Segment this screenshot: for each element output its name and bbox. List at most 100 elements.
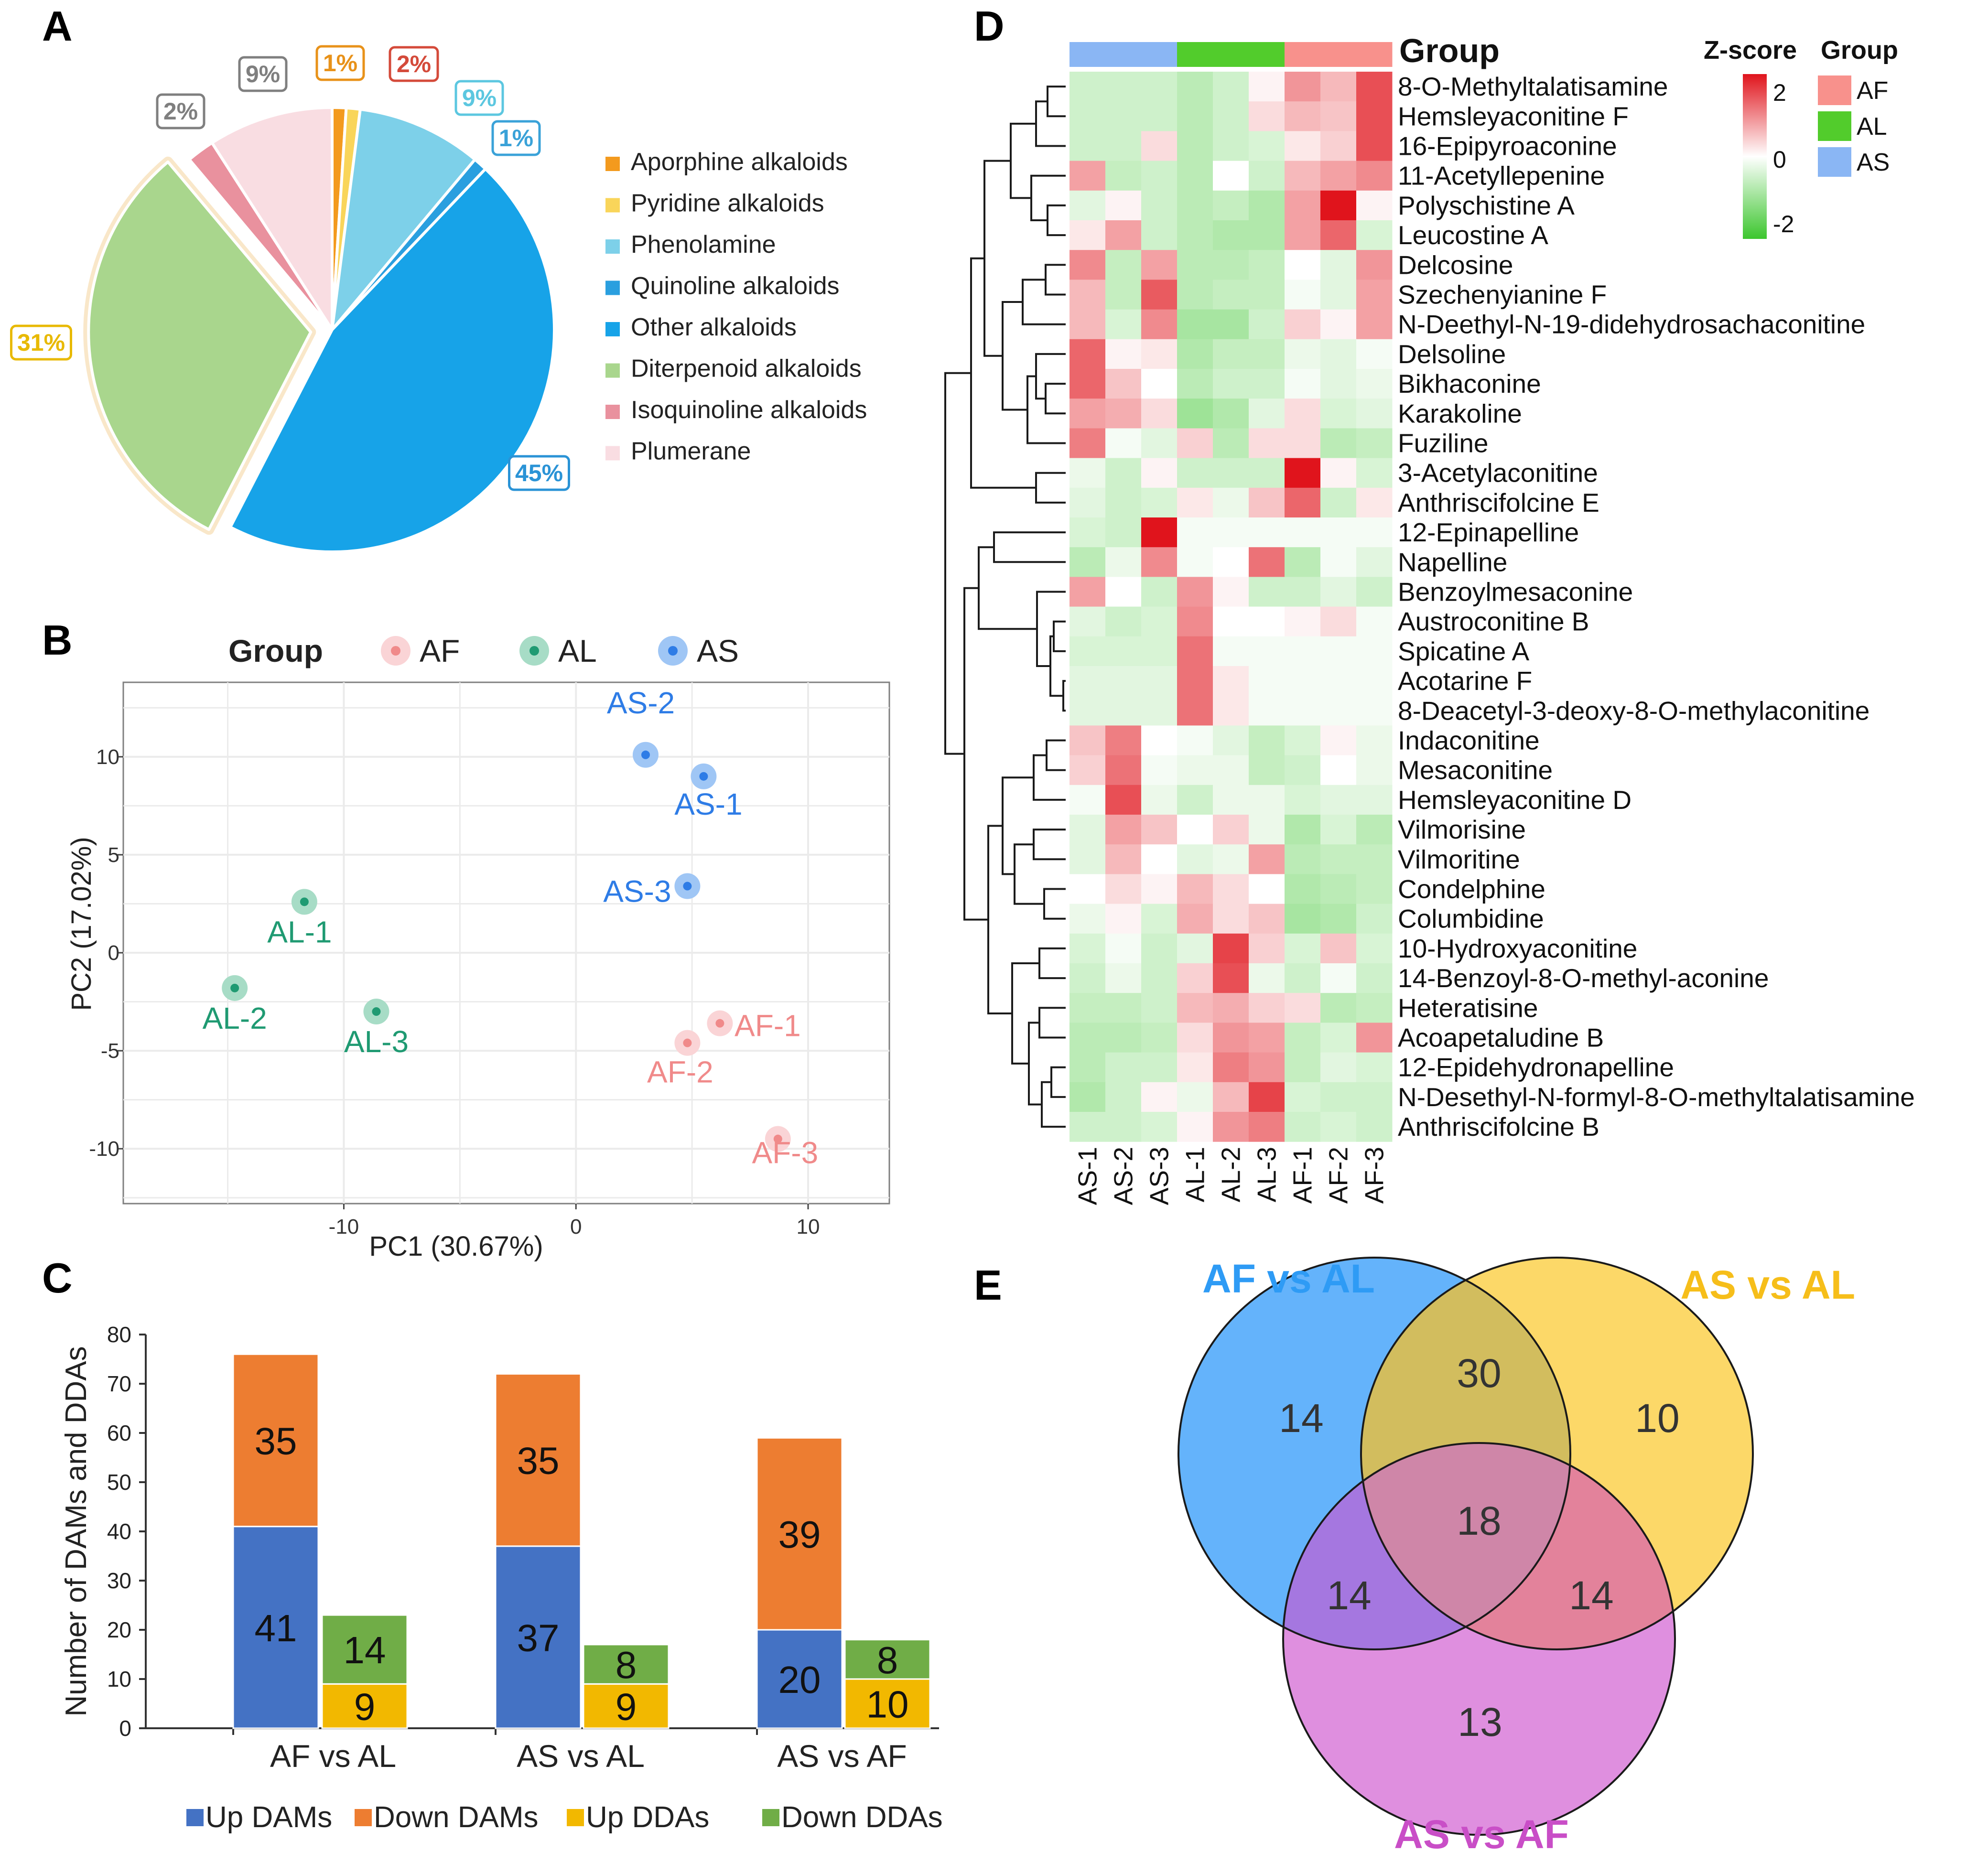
bar-value-label: 9 xyxy=(354,1686,376,1728)
heatmap-cell xyxy=(1249,725,1285,756)
pie-label-isoquinoline-alkaloids: 2% xyxy=(163,98,198,125)
bar-value-label: 35 xyxy=(517,1440,560,1482)
heatmap-cell xyxy=(1285,280,1321,310)
bar-legend-swatch xyxy=(355,1809,372,1826)
heatmap-cell xyxy=(1213,339,1249,369)
bar-legend-swatch xyxy=(762,1809,779,1826)
heatmap-cell xyxy=(1105,963,1142,993)
heatmap-cell xyxy=(1320,785,1357,815)
heatmap-row-label: Karakoline xyxy=(1398,398,1522,428)
heatmap-row-label: Szechenyianine F xyxy=(1398,280,1607,310)
heatmap-cell xyxy=(1356,874,1393,904)
heatmap-cell xyxy=(1177,725,1213,756)
heatmap-cell xyxy=(1070,250,1106,280)
heatmap-cell xyxy=(1070,874,1106,904)
heatmap-cell xyxy=(1249,250,1285,280)
heatmap-cell xyxy=(1177,487,1213,518)
pie-legend-pyridine-alkaloids: Pyridine alkaloids xyxy=(631,190,824,217)
heatmap-annotation-as xyxy=(1141,42,1178,67)
heatmap-cell xyxy=(1105,250,1142,280)
heatmap-cell xyxy=(1356,1112,1393,1142)
heatmap-column-label: AS-2 xyxy=(1109,1147,1138,1205)
dendrogram-branch xyxy=(1062,680,1066,712)
heatmap-cell xyxy=(1177,1082,1213,1112)
dendrogram-branch xyxy=(1014,843,1044,905)
heatmap-annotation-af xyxy=(1285,42,1321,67)
heatmap-cell xyxy=(1070,398,1106,429)
heatmap-cell xyxy=(1105,517,1142,548)
heatmap-cell xyxy=(1249,161,1285,191)
heatmap-cell xyxy=(1285,1082,1321,1112)
heatmap-cell xyxy=(1070,844,1106,874)
pie-legend-aporphine-alkaloids: Aporphine alkaloids xyxy=(631,148,848,176)
heatmap-cell xyxy=(1285,220,1321,250)
heatmap-cell xyxy=(1177,815,1213,845)
heatmap-cell xyxy=(1141,577,1178,607)
heatmap-cell xyxy=(1285,1112,1321,1142)
heatmap-cell xyxy=(1213,280,1249,310)
pie-legend-swatch xyxy=(605,405,620,419)
heatmap-row-label: Delsoline xyxy=(1398,339,1506,369)
heatmap-cell xyxy=(1141,250,1178,280)
pie-label-extra: 2% xyxy=(397,51,431,77)
heatmap-row-label: Heteratisine xyxy=(1398,993,1538,1023)
heatmap-cell xyxy=(1356,161,1393,191)
heatmap-cell xyxy=(1070,1023,1106,1053)
pie-labels: 1%9%1%45%31%2%9% 2% xyxy=(10,45,570,491)
dendrogram-branch xyxy=(987,825,1012,1014)
dendrogram-branch xyxy=(1038,947,1066,980)
bar-value-label: 8 xyxy=(616,1644,637,1686)
heatmap-cell xyxy=(1285,785,1321,815)
heatmap-cell xyxy=(1105,606,1142,637)
heatmap-cell xyxy=(1285,369,1321,399)
heatmap-cell xyxy=(1249,844,1285,874)
heatmap-cell xyxy=(1177,577,1213,607)
heatmap-cell xyxy=(1320,517,1357,548)
pca-point-label: AL-3 xyxy=(344,1024,409,1059)
pie-label-box xyxy=(508,455,570,491)
heatmap-cell xyxy=(1177,131,1213,162)
heatmap-column-label: AF-1 xyxy=(1288,1147,1318,1204)
heatmap-cell xyxy=(1285,666,1321,696)
heatmap-legends: Z-score 2 0 -2 Group AF AL AS xyxy=(1704,36,1898,239)
pie-label-box xyxy=(454,80,504,116)
heatmap-cell xyxy=(1213,933,1249,964)
heatmap-cell xyxy=(1320,72,1357,102)
heatmap-cell xyxy=(1141,280,1178,310)
heatmap-cell xyxy=(1105,577,1142,607)
pie-label-diterpenoid-alkaloids: 31% xyxy=(17,329,65,356)
heatmap-cell xyxy=(1213,904,1249,934)
heatmap-cell xyxy=(1141,220,1178,250)
heatmap-cell xyxy=(1249,369,1285,399)
heatmap-cell xyxy=(1070,963,1106,993)
heatmap-cell xyxy=(1213,398,1249,429)
group-legend-swatch-af xyxy=(1818,75,1851,105)
heatmap-cell xyxy=(1285,398,1321,429)
heatmap-cell xyxy=(1070,1052,1106,1083)
bar-ytick-label: 30 xyxy=(107,1568,131,1593)
heatmap-cell xyxy=(1356,755,1393,786)
pca-grid xyxy=(123,682,889,1204)
pca-ytick-label: 0 xyxy=(108,941,119,965)
dendrogram-branch xyxy=(1047,86,1066,118)
pca-legend-as: AS xyxy=(697,633,739,668)
heatmap-row-label: Hemsleyaconitine D xyxy=(1398,785,1631,815)
pca-point-label: AF-1 xyxy=(735,1009,801,1043)
heatmap-row-label: 14-Benzoyl-8-O-methyl-aconine xyxy=(1398,963,1769,993)
zscore-tick-label: -2 xyxy=(1773,211,1794,237)
heatmap-cell xyxy=(1285,339,1321,369)
bar-up-dams-af-vs-al xyxy=(232,1526,319,1729)
bar-value-label: 35 xyxy=(255,1420,297,1462)
heatmap-cell xyxy=(1070,547,1106,577)
pie-legend-plumerane: Plumerane xyxy=(631,438,751,465)
dendrogram-branch xyxy=(983,160,1011,357)
heatmap-cell xyxy=(1213,547,1249,577)
pca-ytick-label: 5 xyxy=(108,843,119,867)
heatmap-row-label: Spicatine A xyxy=(1398,636,1530,666)
heatmap-cell xyxy=(1320,874,1357,904)
pca-xtick-label: 10 xyxy=(797,1215,820,1238)
heatmap-column-label: AL-1 xyxy=(1180,1147,1210,1202)
heatmap-cell xyxy=(1105,636,1142,667)
